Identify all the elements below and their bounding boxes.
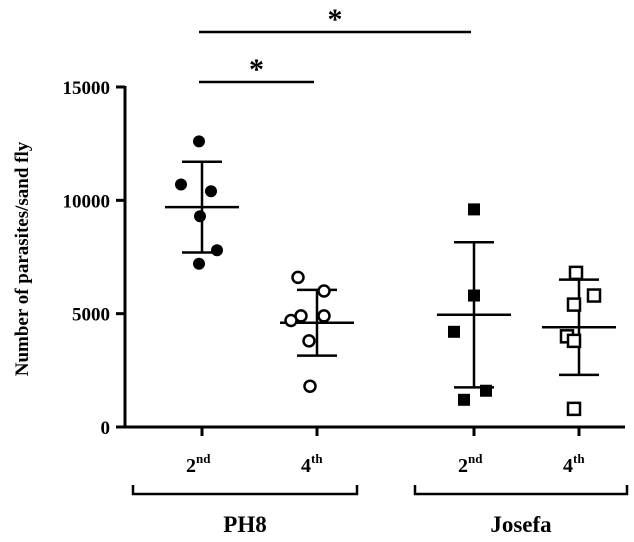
y-tick-label: 5000: [72, 305, 110, 326]
x-tick-superscript: nd: [468, 451, 483, 466]
data-point: [448, 325, 460, 338]
significance-label: *: [249, 53, 264, 86]
data-marks: [165, 30, 616, 417]
group-label: PH8: [223, 512, 266, 537]
group-label: Josefa: [490, 512, 552, 537]
y-tick-label: 15000: [63, 78, 111, 99]
x-tick-base: 4: [301, 455, 311, 477]
data-point: [175, 178, 187, 191]
data-point: [317, 284, 331, 298]
x-tick-base: 2: [458, 455, 468, 477]
data-point: [211, 244, 223, 257]
axes: [116, 85, 629, 496]
x-tick-label: 2nd: [186, 451, 211, 477]
data-point: [480, 384, 492, 397]
x-tick-base: 2: [186, 455, 196, 477]
x-tick-superscript: th: [311, 451, 323, 466]
group-bracket: [131, 485, 359, 496]
x-tick-label: 2nd: [458, 451, 483, 477]
data-point: [193, 257, 205, 270]
x-tick-superscript: th: [573, 451, 585, 466]
data-point: [317, 309, 331, 323]
data-point: [194, 210, 206, 223]
data-point: [566, 333, 582, 349]
group-bracket: [413, 485, 629, 496]
x-tick-label: 4th: [301, 451, 323, 477]
data-point: [193, 135, 205, 148]
data-point: [468, 289, 480, 302]
significance-label: *: [328, 3, 343, 36]
data-point: [302, 334, 316, 348]
data-point: [568, 265, 584, 281]
data-point: [303, 379, 317, 393]
data-point: [566, 401, 582, 417]
x-tick-label: 4th: [563, 451, 585, 477]
y-axis-label: Number of parasites/sand fly: [12, 141, 33, 376]
data-point: [468, 203, 480, 216]
y-tick-label: 10000: [63, 191, 111, 212]
data-point: [284, 313, 298, 328]
data-point: [458, 393, 470, 406]
data-point: [566, 297, 582, 312]
x-tick-superscript: nd: [196, 451, 211, 466]
y-tick-label: 0: [101, 418, 111, 439]
data-point: [291, 270, 305, 285]
data-point: [205, 185, 217, 198]
x-tick-base: 4: [563, 455, 573, 477]
data-point: [586, 288, 602, 303]
